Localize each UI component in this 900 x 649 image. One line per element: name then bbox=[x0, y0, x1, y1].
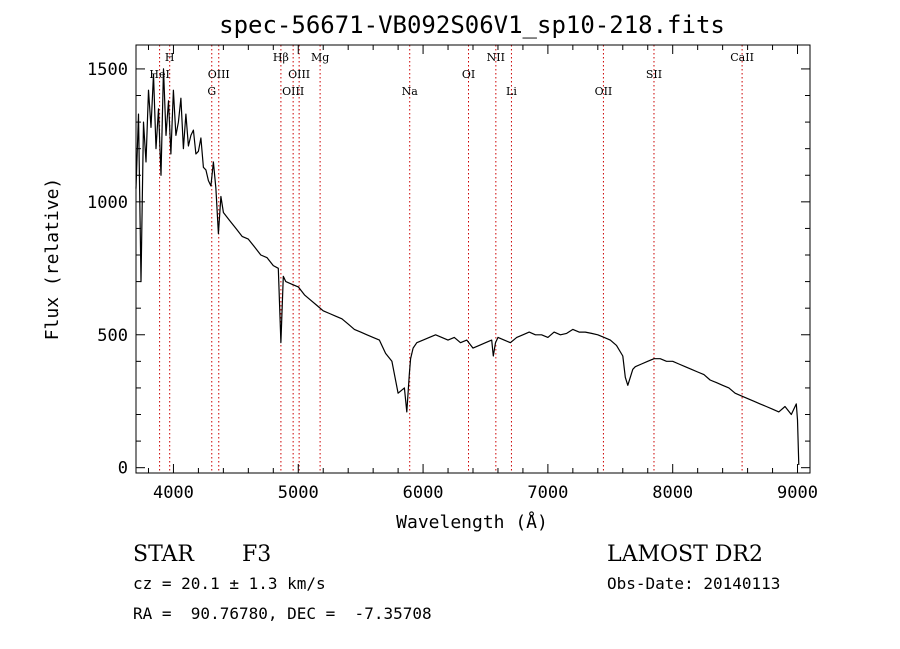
y-tick-label: 0 bbox=[118, 459, 128, 479]
ra-dec: RA = 90.76780, DEC = -7.35708 bbox=[133, 604, 432, 623]
observation-date: Obs-Date: 20140113 bbox=[607, 574, 780, 593]
y-tick-label: 1500 bbox=[87, 60, 128, 80]
x-tick-label: 6000 bbox=[403, 483, 444, 503]
y-axis-label: Flux (relative) bbox=[42, 178, 63, 341]
survey-name: LAMOST DR2 bbox=[607, 542, 763, 567]
x-tick-label: 4000 bbox=[153, 483, 194, 503]
spectrum-line bbox=[135, 68, 800, 466]
spectral-line-label: Li bbox=[506, 85, 517, 98]
spectral-line-label: Mg bbox=[311, 51, 329, 64]
object-class: STAR bbox=[133, 542, 195, 567]
chart-title: spec-56671-VB092S06V1_sp10-218.fits bbox=[219, 11, 725, 39]
axis-ticks: 4000 5000 6000 7000 8000 9000 0 500 1000 1500 bbox=[87, 45, 818, 503]
spectral-line-label: OIII bbox=[282, 85, 304, 98]
x-tick-label: 8000 bbox=[652, 483, 693, 503]
spectral-line-label: NII bbox=[487, 51, 505, 64]
object-subclass: F3 bbox=[242, 542, 271, 567]
spectral-line-label: OII bbox=[595, 85, 613, 98]
spectral-line-label: Na bbox=[402, 85, 419, 98]
spectral-line-label: OIII bbox=[288, 68, 310, 81]
x-tick-label: 7000 bbox=[527, 483, 568, 503]
x-axis-label: Wavelength (Å) bbox=[396, 511, 548, 533]
spectral-line-label: OIII bbox=[208, 68, 230, 81]
x-tick-label: 9000 bbox=[777, 483, 818, 503]
spectral-line-label: SII bbox=[646, 68, 662, 81]
spectral-line-label: Hβ bbox=[273, 51, 289, 64]
y-tick-label: 500 bbox=[97, 326, 128, 346]
spectral-line-label: HeI bbox=[149, 68, 169, 81]
spectral-line-label: G bbox=[207, 85, 216, 98]
y-tick-label: 1000 bbox=[87, 193, 128, 213]
plot-frame bbox=[135, 44, 811, 474]
x-tick-label: 5000 bbox=[278, 483, 319, 503]
spectral-line-label: H bbox=[165, 51, 175, 64]
spectral-line-label: CaII bbox=[730, 51, 754, 64]
spectral-line-label: OI bbox=[462, 68, 475, 81]
redshift-cz: cz = 20.1 ± 1.3 km/s bbox=[133, 574, 326, 593]
